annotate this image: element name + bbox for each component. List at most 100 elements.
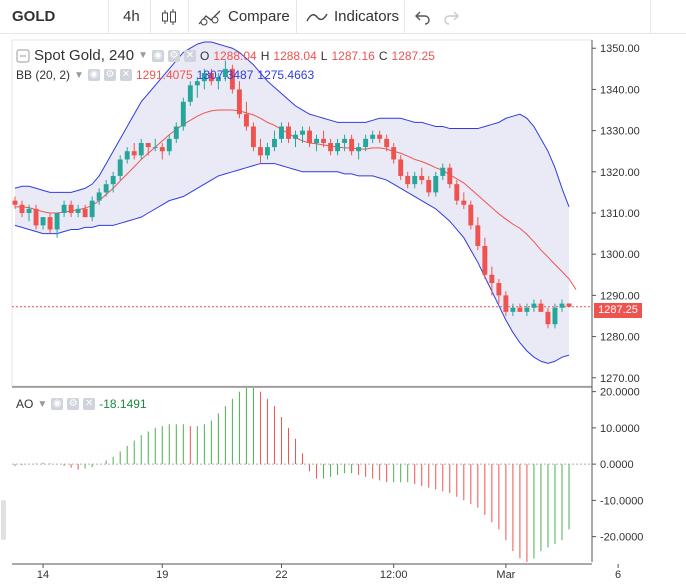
toolbar-divider bbox=[150, 0, 151, 33]
time-tick-label: Mar bbox=[496, 569, 515, 581]
candle-body bbox=[131, 151, 137, 156]
indicators-button[interactable]: Indicators bbox=[306, 0, 399, 33]
candle-body bbox=[47, 217, 53, 230]
open-value: 1288.04 bbox=[213, 48, 257, 63]
ao-tick-label: 10.0000 bbox=[600, 423, 640, 435]
candle-body bbox=[103, 184, 109, 193]
compare-icon bbox=[198, 10, 221, 25]
candle-body bbox=[293, 134, 298, 139]
candle-body bbox=[426, 180, 432, 193]
ao-tick-label: -20.0000 bbox=[600, 532, 643, 544]
price-tick-label: 1280.00 bbox=[600, 332, 640, 344]
candles bbox=[12, 60, 572, 329]
indicators-icon bbox=[306, 13, 328, 21]
compare-button[interactable]: Compare bbox=[198, 0, 290, 33]
candle-body bbox=[489, 274, 495, 284]
ao-tick-label: -10.0000 bbox=[600, 495, 643, 507]
candle-body bbox=[180, 101, 186, 127]
settings-icon[interactable]: ⚙ bbox=[67, 398, 80, 410]
chevron-down-icon[interactable]: ▼ bbox=[37, 398, 48, 410]
redo-button[interactable] bbox=[444, 0, 460, 33]
candle-body bbox=[335, 142, 341, 152]
bb-upper-value: 1307.3487 bbox=[196, 68, 254, 82]
close-label: C bbox=[378, 48, 388, 63]
price-tick-label: 1330.00 bbox=[600, 126, 640, 138]
close-icon[interactable]: ✕ bbox=[119, 69, 132, 81]
candle-body bbox=[363, 138, 369, 148]
candle-body bbox=[257, 147, 263, 156]
bb-basis-value: 1291.4075 bbox=[135, 68, 193, 82]
candle-body bbox=[510, 307, 516, 312]
candle-body bbox=[342, 138, 348, 143]
candle-body bbox=[461, 200, 467, 205]
low-value: 1287.16 bbox=[331, 48, 375, 63]
candle-body bbox=[552, 307, 558, 325]
high-label: H bbox=[260, 48, 270, 63]
candle-body bbox=[12, 200, 18, 205]
price-tick-label: 1340.00 bbox=[600, 84, 640, 96]
candle-body bbox=[349, 138, 355, 152]
toolbar-divider bbox=[296, 0, 297, 33]
candle-body bbox=[321, 138, 327, 143]
toolbar-divider bbox=[108, 0, 109, 33]
candle-body bbox=[559, 303, 565, 308]
candle-body bbox=[279, 126, 284, 139]
candle-body bbox=[75, 208, 81, 213]
symbol-label[interactable]: GOLD bbox=[12, 7, 56, 25]
time-tick-label: 12:00 bbox=[380, 569, 408, 581]
compare-label: Compare bbox=[228, 7, 290, 25]
high-value: 1288.04 bbox=[273, 48, 317, 63]
chevron-down-icon[interactable]: ▼ bbox=[74, 69, 84, 81]
candle-body bbox=[272, 138, 277, 148]
candle-body bbox=[356, 147, 362, 152]
candle-body bbox=[265, 147, 270, 156]
candle-body bbox=[33, 208, 39, 226]
candle-body bbox=[61, 204, 67, 213]
candle-body bbox=[440, 167, 446, 176]
candle-body bbox=[166, 138, 172, 152]
candle-body bbox=[96, 192, 102, 201]
candle-body bbox=[433, 175, 439, 193]
close-icon[interactable]: ✕ bbox=[83, 398, 96, 410]
candle-body bbox=[377, 134, 383, 139]
interval-button[interactable]: 4h bbox=[123, 7, 140, 25]
ao-legend: AO ▼ ◉ ⚙ ✕ -18.1491 bbox=[16, 397, 147, 411]
settings-icon[interactable]: ⚙ bbox=[167, 49, 180, 62]
candle-body bbox=[124, 151, 130, 160]
settings-icon[interactable]: ⚙ bbox=[103, 69, 116, 81]
axes: 1350.00 1340.00 1330.00 1320.00 1310.00 1300.… bbox=[37, 43, 644, 581]
candle-body bbox=[145, 142, 151, 148]
eye-icon[interactable]: ◉ bbox=[87, 69, 100, 81]
collapse-icon[interactable] bbox=[16, 49, 30, 63]
candle-body bbox=[201, 72, 207, 82]
candle-body bbox=[454, 184, 460, 201]
bb-band-fill bbox=[15, 42, 569, 364]
pane-resize-handle[interactable] bbox=[0, 500, 7, 540]
low-label: L bbox=[320, 48, 328, 63]
candle-body bbox=[391, 147, 397, 160]
undo-button[interactable] bbox=[414, 0, 430, 33]
chart-canvas[interactable]: 1350.00 1340.00 1330.00 1320.00 1310.00 1300.… bbox=[0, 34, 686, 587]
close-icon[interactable]: ✕ bbox=[183, 49, 196, 62]
candle-body bbox=[152, 147, 158, 149]
candle-body bbox=[236, 89, 242, 115]
bb-title: BB (20, 2) bbox=[16, 68, 71, 82]
series-title: Spot Gold, 240 bbox=[34, 47, 135, 64]
bb-lower-value: 1275.4663 bbox=[257, 68, 315, 82]
candle-body bbox=[307, 130, 312, 143]
candle-body bbox=[159, 147, 165, 152]
candle-body bbox=[117, 159, 123, 176]
candle-body bbox=[89, 200, 95, 218]
candle-body bbox=[503, 295, 509, 312]
candle-body bbox=[475, 225, 481, 246]
candle-body bbox=[419, 175, 425, 181]
eye-icon[interactable]: ◉ bbox=[151, 49, 164, 62]
chevron-down-icon[interactable]: ▼ bbox=[138, 50, 148, 61]
candle-body bbox=[68, 204, 74, 213]
candle-body bbox=[405, 175, 411, 185]
main-legend: Spot Gold, 240 ▼ ◉ ⚙ ✕ O 1288.04 H 1288.… bbox=[16, 47, 435, 64]
candle-body bbox=[314, 138, 319, 143]
candle-body bbox=[187, 85, 193, 102]
chart-style-button[interactable] bbox=[160, 0, 178, 33]
eye-icon[interactable]: ◉ bbox=[51, 398, 64, 410]
